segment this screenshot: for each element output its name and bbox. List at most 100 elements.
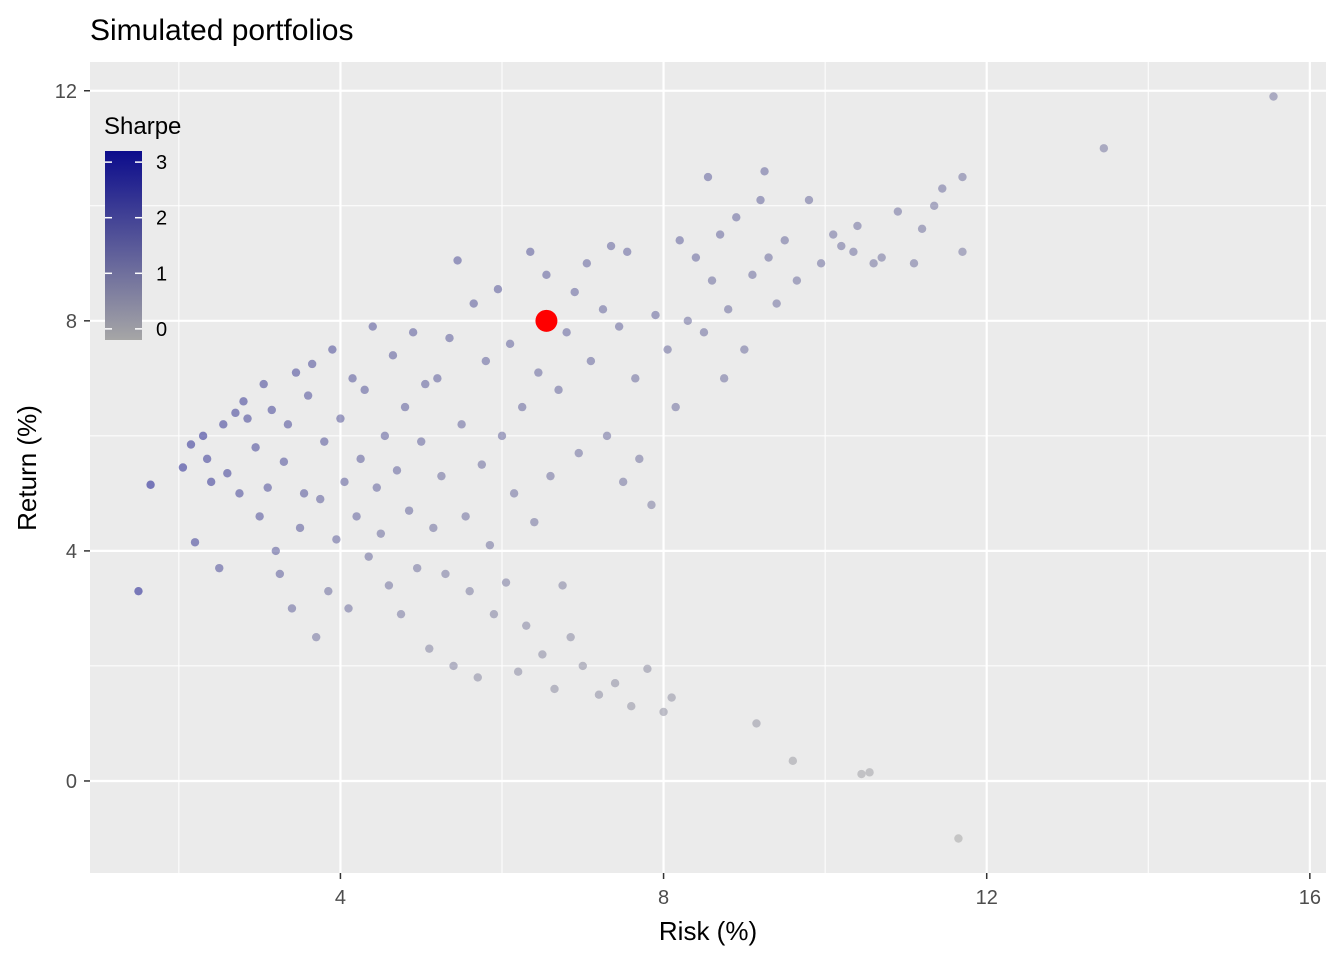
data-point xyxy=(522,621,531,630)
data-point xyxy=(215,563,224,573)
data-point xyxy=(198,431,208,441)
data-point xyxy=(316,494,325,504)
y-axis-ticks: 0 4 8 12 xyxy=(55,81,90,793)
data-point xyxy=(421,379,430,389)
data-point xyxy=(623,247,632,257)
legend-tick-label: 2 xyxy=(156,208,167,230)
data-point xyxy=(691,253,701,262)
data-point xyxy=(857,769,866,779)
x-tick-label: 4 xyxy=(335,887,346,909)
data-point xyxy=(1099,144,1109,153)
data-point xyxy=(425,644,434,653)
data-point xyxy=(667,693,676,702)
data-point xyxy=(392,466,402,475)
data-point xyxy=(606,241,616,251)
data-point xyxy=(429,523,438,533)
data-point xyxy=(756,195,765,205)
data-point xyxy=(360,385,369,395)
data-point xyxy=(388,351,398,360)
data-point xyxy=(562,328,571,337)
colorbar xyxy=(105,151,142,340)
data-points xyxy=(134,92,1278,843)
data-point xyxy=(445,333,454,343)
data-point xyxy=(631,374,640,383)
data-point xyxy=(477,460,487,469)
data-point xyxy=(453,256,462,265)
data-point xyxy=(550,684,559,694)
data-point xyxy=(534,368,543,377)
data-point xyxy=(647,500,656,510)
data-point xyxy=(299,489,309,498)
y-tick-label: 0 xyxy=(66,771,77,793)
legend-tick-label: 0 xyxy=(156,319,167,341)
highlight-layer xyxy=(535,309,558,332)
data-point xyxy=(324,586,333,596)
data-point xyxy=(485,540,495,550)
data-point xyxy=(231,408,240,418)
data-point xyxy=(574,448,583,458)
data-point xyxy=(837,241,846,251)
data-point xyxy=(538,650,547,659)
x-axis-title: Risk (%) xyxy=(659,916,757,946)
data-point xyxy=(449,661,458,671)
data-point xyxy=(764,253,773,262)
data-point xyxy=(239,397,248,406)
data-point xyxy=(433,374,442,383)
data-point xyxy=(501,578,511,587)
data-point xyxy=(578,661,587,671)
data-point xyxy=(526,247,535,257)
data-point xyxy=(671,402,680,412)
data-point xyxy=(400,402,410,412)
data-point xyxy=(404,506,414,515)
data-point xyxy=(849,247,858,257)
data-point xyxy=(893,207,903,216)
data-point xyxy=(328,345,337,354)
data-point xyxy=(384,581,394,590)
data-point xyxy=(178,463,188,472)
data-point xyxy=(255,512,264,521)
x-axis-ticks: 4 8 12 16 xyxy=(335,873,1321,909)
data-point xyxy=(740,345,749,354)
data-point xyxy=(517,402,527,412)
data-point xyxy=(320,437,329,446)
data-point xyxy=(408,328,418,337)
data-point xyxy=(243,414,252,423)
data-point xyxy=(853,221,862,231)
data-point xyxy=(748,270,757,280)
data-point xyxy=(352,512,361,521)
data-point xyxy=(146,480,155,489)
data-point xyxy=(469,299,478,308)
data-point xyxy=(311,632,321,642)
data-point xyxy=(481,356,491,366)
data-point xyxy=(643,664,652,674)
data-point xyxy=(509,489,519,498)
data-point xyxy=(816,259,826,268)
data-point xyxy=(465,586,474,596)
data-point xyxy=(618,477,628,487)
data-point xyxy=(356,454,365,464)
data-point xyxy=(917,224,927,234)
data-point xyxy=(865,768,874,777)
data-point xyxy=(558,581,567,590)
data-point xyxy=(441,569,450,579)
data-point xyxy=(186,440,196,449)
data-point xyxy=(461,512,470,521)
data-point xyxy=(417,437,426,446)
data-point xyxy=(760,167,769,176)
data-point xyxy=(566,632,575,642)
data-point xyxy=(659,707,668,717)
data-point xyxy=(723,305,733,314)
data-point xyxy=(570,287,579,297)
data-point xyxy=(792,276,802,285)
data-point xyxy=(457,420,466,429)
data-point xyxy=(909,259,919,268)
data-point xyxy=(1269,92,1278,101)
data-point xyxy=(772,299,781,308)
data-point xyxy=(804,195,814,205)
data-point xyxy=(707,276,717,285)
data-point xyxy=(497,431,507,441)
data-point xyxy=(412,563,422,573)
data-point xyxy=(396,609,406,619)
data-point xyxy=(513,667,523,676)
data-point xyxy=(437,471,446,481)
